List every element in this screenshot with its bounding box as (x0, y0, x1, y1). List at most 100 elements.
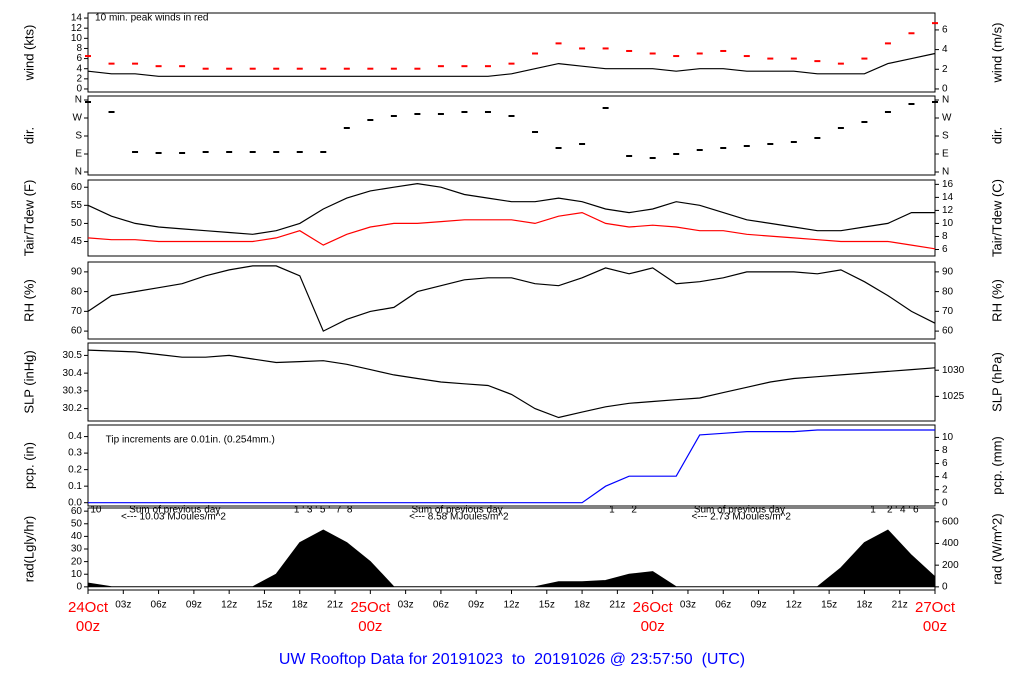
y2-tick-label: E (942, 149, 949, 160)
y2-tick-label: 6 (942, 458, 948, 469)
y-tick-label: 50 (71, 218, 83, 229)
annotation: Sum of previous day (694, 505, 785, 516)
y-axis-label: dir. (21, 127, 36, 144)
annotation: 10 min. peak winds in red (95, 13, 208, 24)
y-axis-label: wind (kts) (21, 25, 36, 82)
y-tick-label: 0.0 (68, 497, 82, 508)
x-tick-label: 12z (221, 600, 237, 611)
x-tick-date: 26Oct (633, 599, 674, 616)
y2-tick-label: 6 (942, 244, 948, 255)
x-tick-label: 21z (892, 600, 908, 611)
y2-axis-label: wind (m/s) (989, 23, 1004, 84)
y2-tick-label: 70 (942, 306, 954, 317)
y2-tick-label: 2 (942, 484, 948, 495)
y-tick-label: 30.4 (63, 368, 83, 379)
y-tick-label: N (75, 95, 82, 106)
y-tick-label: E (75, 149, 82, 160)
annotation: 1 2 ' 4 ' 6 (870, 505, 919, 516)
plot-frame (87, 12, 936, 93)
annotation: 1 2 (609, 505, 637, 516)
x-tick-label: 18z (856, 600, 872, 611)
y-tick-label: 60 (71, 506, 83, 517)
x-tick-label: 12z (786, 600, 802, 611)
y2-tick-label: 0 (942, 581, 948, 592)
y2-tick-label: 10 (942, 218, 954, 229)
x-tick-label: 00z (358, 618, 382, 635)
x-tick-date: 24Oct (68, 599, 109, 616)
x-tick-label: 06z (151, 600, 167, 611)
y2-axis-label: rad (W/m^2) (989, 513, 1004, 584)
y2-tick-label: 60 (942, 326, 954, 337)
y2-tick-label: 4 (942, 471, 948, 482)
y-tick-label: 14 (71, 13, 83, 24)
annotation: Sum of previous day (129, 505, 220, 516)
plot-frame (87, 424, 936, 507)
y2-tick-label: 14 (942, 192, 954, 203)
x-tick-label: 15z (256, 600, 272, 611)
y2-tick-label: W (942, 113, 952, 124)
y2-tick-label: 80 (942, 286, 954, 297)
y-tick-label: W (73, 113, 83, 124)
y-axis-label: SLP (inHg) (21, 350, 36, 413)
y-tick-label: 90 (71, 267, 83, 278)
x-tick-label: 00z (641, 618, 665, 635)
y-tick-label: 60 (71, 326, 83, 337)
y2-tick-label: 90 (942, 267, 954, 278)
plot-frame (87, 261, 936, 340)
y-tick-label: 0 (76, 84, 82, 95)
y2-tick-label: 4 (942, 44, 948, 55)
y-tick-label: 30.3 (63, 386, 83, 397)
x-tick-label: 03z (398, 600, 414, 611)
annotation: <--- 10.03 MJoules/m^2 (121, 511, 226, 522)
x-tick-label: 09z (750, 600, 766, 611)
y-tick-label: 10 (71, 569, 83, 580)
y-tick-label: 40 (71, 531, 83, 542)
y-tick-label: 0 (76, 581, 82, 592)
data-line (87, 265, 936, 332)
y2-tick-label: 12 (942, 205, 954, 216)
data-line (87, 182, 935, 235)
y2-tick-label: 10 (942, 432, 954, 443)
y2-tick-label: 16 (942, 179, 954, 190)
y-tick-label: 12 (71, 23, 83, 34)
y2-tick-label: 0 (942, 497, 948, 508)
y-tick-label: 80 (71, 286, 83, 297)
y-tick-label: 0.4 (68, 431, 82, 442)
x-tick-label: 03z (115, 600, 131, 611)
y-tick-label: 0.2 (68, 464, 82, 475)
annotation: Sum of previous day (412, 505, 503, 516)
x-tick-label: 15z (539, 600, 555, 611)
y-tick-label: 45 (71, 236, 83, 247)
x-tick-date: 25Oct (350, 599, 391, 616)
x-tick-label: 18z (292, 600, 308, 611)
y-tick-label: 50 (71, 518, 83, 529)
y-axis-label: RH (%) (21, 279, 36, 322)
y2-tick-label: 8 (942, 445, 948, 456)
x-tick-date: 27Oct (915, 599, 956, 616)
y-tick-label: 60 (71, 182, 83, 193)
x-tick-label: 15z (821, 600, 837, 611)
x-tick-label: 18z (574, 600, 590, 611)
y2-tick-label: S (942, 131, 949, 142)
y2-tick-label: N (942, 95, 949, 106)
y2-tick-label: 0 (942, 84, 948, 95)
plot-frame (87, 342, 936, 422)
annotation: Tip increments are 0.01in. (0.254mm.) (106, 435, 275, 446)
plot-frame (87, 179, 936, 257)
y-tick-label: 10 (71, 33, 83, 44)
x-tick-label: 06z (433, 600, 449, 611)
x-tick-label: 12z (503, 600, 519, 611)
y-tick-label: 4 (76, 63, 82, 74)
data-line (88, 429, 935, 504)
y-tick-label: 8 (76, 43, 82, 54)
y-axis-label: Tair/Tdew (F) (21, 180, 36, 257)
y2-tick-label: 6 (942, 25, 948, 36)
x-tick-label: 21z (609, 600, 625, 611)
y2-tick-label: 200 (942, 560, 959, 571)
annotation: <--- 2.73 MJoules/m^2 (691, 511, 791, 522)
x-tick-label: 03z (680, 600, 696, 611)
y-tick-label: 20 (71, 556, 83, 567)
data-area (87, 529, 936, 588)
